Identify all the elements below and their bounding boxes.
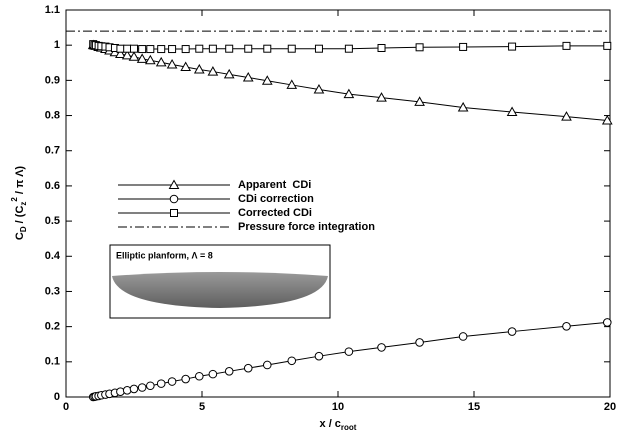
marker-square: [315, 45, 322, 52]
inset: Elliptic planform, Λ = 8: [110, 245, 330, 318]
x-tick-label: 10: [332, 401, 344, 413]
plot-frame: [66, 10, 610, 397]
marker-square: [460, 43, 467, 50]
marker-square: [169, 46, 176, 53]
marker-square: [604, 42, 611, 49]
x-label-part: x / c: [320, 418, 341, 430]
marker-circle: [168, 378, 176, 386]
legend-text: Apparent CDi: [238, 179, 311, 191]
y-tick-label: 0.7: [45, 145, 60, 157]
marker-square: [196, 45, 203, 52]
y-tick-label: 1: [54, 39, 60, 51]
y-tick-label: 0.9: [45, 74, 60, 86]
series-line: [93, 322, 607, 397]
marker-circle: [182, 375, 190, 383]
legend-text: Corrected CDi: [238, 207, 312, 219]
marker-circle: [563, 322, 571, 330]
x-tick-label: 0: [63, 401, 69, 413]
marker-circle: [117, 388, 125, 396]
marker-square: [117, 45, 124, 52]
marker-circle: [378, 344, 386, 352]
y-tick-label: 0.3: [45, 285, 60, 297]
marker-circle: [123, 387, 131, 395]
y-tick-label: 0.6: [45, 180, 60, 192]
y-tick-label: 0.4: [45, 250, 61, 262]
x-tick-label: 15: [468, 401, 480, 413]
marker-square: [245, 45, 252, 52]
y-tick-label: 0: [54, 391, 60, 403]
chart: Elliptic planform, Λ = 8 x / croot CD / …: [0, 0, 618, 436]
x-label-sub: root: [341, 423, 357, 432]
marker-circle: [225, 368, 233, 376]
marker-square: [226, 45, 233, 52]
marker-circle: [315, 352, 323, 360]
x-axis-label: x / croot: [320, 418, 357, 432]
marker-square: [147, 46, 154, 53]
marker-square: [264, 45, 271, 52]
marker-square: [378, 44, 385, 51]
marker-circle: [244, 364, 252, 372]
y-label-part: / π Λ): [14, 166, 26, 198]
marker-square: [345, 45, 352, 52]
y-axis-label: CD / (Cz2 / π Λ): [10, 166, 28, 241]
legend-marker: [171, 210, 178, 217]
y-label-part: / (C: [14, 206, 26, 227]
marker-circle: [508, 328, 516, 336]
marker-circle: [459, 333, 467, 341]
y-tick-label: 0.1: [45, 356, 60, 368]
inset-label: Elliptic planform, Λ = 8: [116, 250, 213, 260]
legend-marker: [170, 195, 178, 203]
marker-square: [509, 43, 516, 50]
marker-circle: [288, 357, 296, 365]
marker-circle: [147, 382, 155, 390]
marker-square: [131, 45, 138, 52]
marker-circle: [195, 372, 203, 380]
marker-square: [416, 44, 423, 51]
marker-square: [563, 42, 570, 49]
y-tick-label: 0.8: [45, 109, 60, 121]
marker-circle: [138, 384, 146, 392]
marker-square: [158, 46, 165, 53]
marker-square: [124, 45, 131, 52]
marker-circle: [416, 339, 424, 347]
marker-circle: [157, 380, 165, 388]
marker-square: [288, 45, 295, 52]
series-line: [93, 45, 607, 120]
y-tick-label: 1.1: [45, 4, 60, 16]
marker-circle: [209, 370, 217, 378]
legend-text: Pressure force integration: [238, 221, 375, 233]
y-tick-label: 0.2: [45, 321, 60, 333]
x-tick-label: 20: [604, 401, 616, 413]
y-label-part: C: [14, 232, 26, 240]
legend-text: CDi correction: [238, 193, 314, 205]
y-label-sub: z: [19, 202, 28, 206]
marker-circle: [345, 348, 353, 356]
marker-square: [139, 46, 146, 53]
marker-square: [209, 45, 216, 52]
marker-circle: [603, 319, 611, 327]
marker-circle: [263, 361, 271, 369]
marker-circle: [130, 385, 138, 393]
x-tick-label: 5: [199, 401, 205, 413]
marker-square: [182, 46, 189, 53]
y-tick-label: 0.5: [45, 215, 60, 227]
